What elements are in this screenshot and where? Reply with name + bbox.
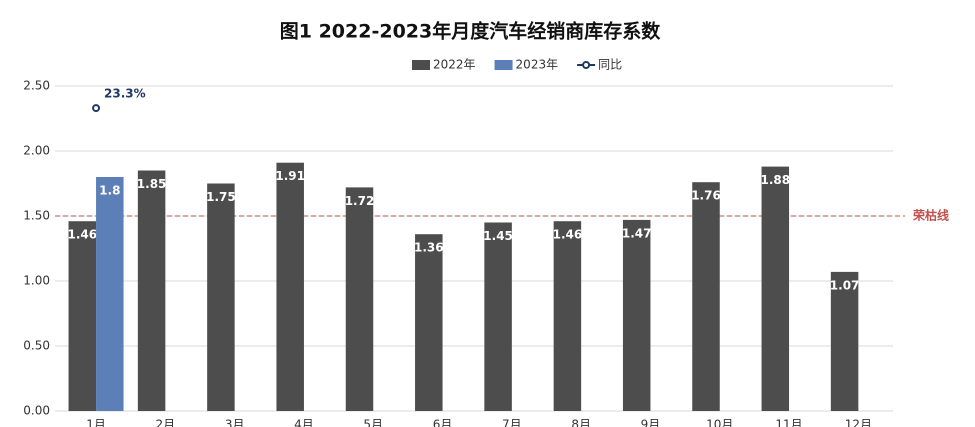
legend-swatch <box>412 60 430 70</box>
line-point <box>92 104 101 113</box>
data-label: 1.72 <box>345 194 375 208</box>
bar <box>830 271 859 411</box>
y-tick-label: 2.50 <box>23 79 50 93</box>
bar <box>484 222 512 411</box>
legend-swatch <box>494 60 513 70</box>
bar <box>276 162 304 411</box>
bar <box>68 221 97 411</box>
x-tick-label: 7月 <box>502 418 522 427</box>
data-label: 1.75 <box>206 190 236 204</box>
legend-marker <box>582 61 591 69</box>
data-label: 1.8 <box>99 184 120 198</box>
reference-label: 荣枯线 <box>912 208 949 223</box>
x-tick-label: 5月 <box>363 418 383 427</box>
chart-title: 图1 2022-2023年月度汽车经销商库存系数 <box>280 20 661 43</box>
bar <box>96 177 124 411</box>
x-tick-label: 8月 <box>571 418 591 427</box>
data-label: 1.36 <box>414 241 444 255</box>
data-label: 1.47 <box>622 226 652 240</box>
bar <box>622 219 651 411</box>
legend-label: 2023年 <box>516 58 559 72</box>
y-tick-label: 0.50 <box>23 339 50 353</box>
data-label: 1.91 <box>275 169 305 183</box>
bar <box>761 166 790 411</box>
data-label: 1.88 <box>760 173 790 187</box>
bar <box>415 234 443 411</box>
legend-label: 2022年 <box>433 58 476 72</box>
x-tick-label: 6月 <box>433 418 453 427</box>
x-tick-label: 11月 <box>775 418 802 427</box>
bar <box>553 221 582 411</box>
x-tick-label: 1月 <box>86 418 106 427</box>
data-label: 1.46 <box>67 228 97 242</box>
bar <box>207 183 235 411</box>
data-label: 1.07 <box>830 278 860 292</box>
data-label: 1.76 <box>691 189 721 203</box>
y-tick-label: 0.00 <box>23 404 50 418</box>
data-label: 1.85 <box>137 177 167 191</box>
data-label: 1.46 <box>553 228 583 242</box>
y-tick-label: 2.00 <box>23 144 50 158</box>
x-tick-label: 4月 <box>294 418 314 427</box>
data-label: 23.3% <box>104 87 146 101</box>
bar <box>137 170 166 411</box>
x-tick-label: 9月 <box>641 418 661 427</box>
legend-label: 同比 <box>598 58 622 72</box>
bar <box>345 187 374 411</box>
data-label: 1.45 <box>483 229 513 243</box>
bar <box>692 182 720 411</box>
y-tick-label: 1.00 <box>23 274 50 288</box>
y-tick-label: 1.50 <box>23 209 50 223</box>
x-tick-label: 10月 <box>706 418 733 427</box>
x-tick-label: 2月 <box>156 418 176 427</box>
x-tick-label: 3月 <box>225 418 245 427</box>
x-tick-label: 12月 <box>845 418 872 427</box>
